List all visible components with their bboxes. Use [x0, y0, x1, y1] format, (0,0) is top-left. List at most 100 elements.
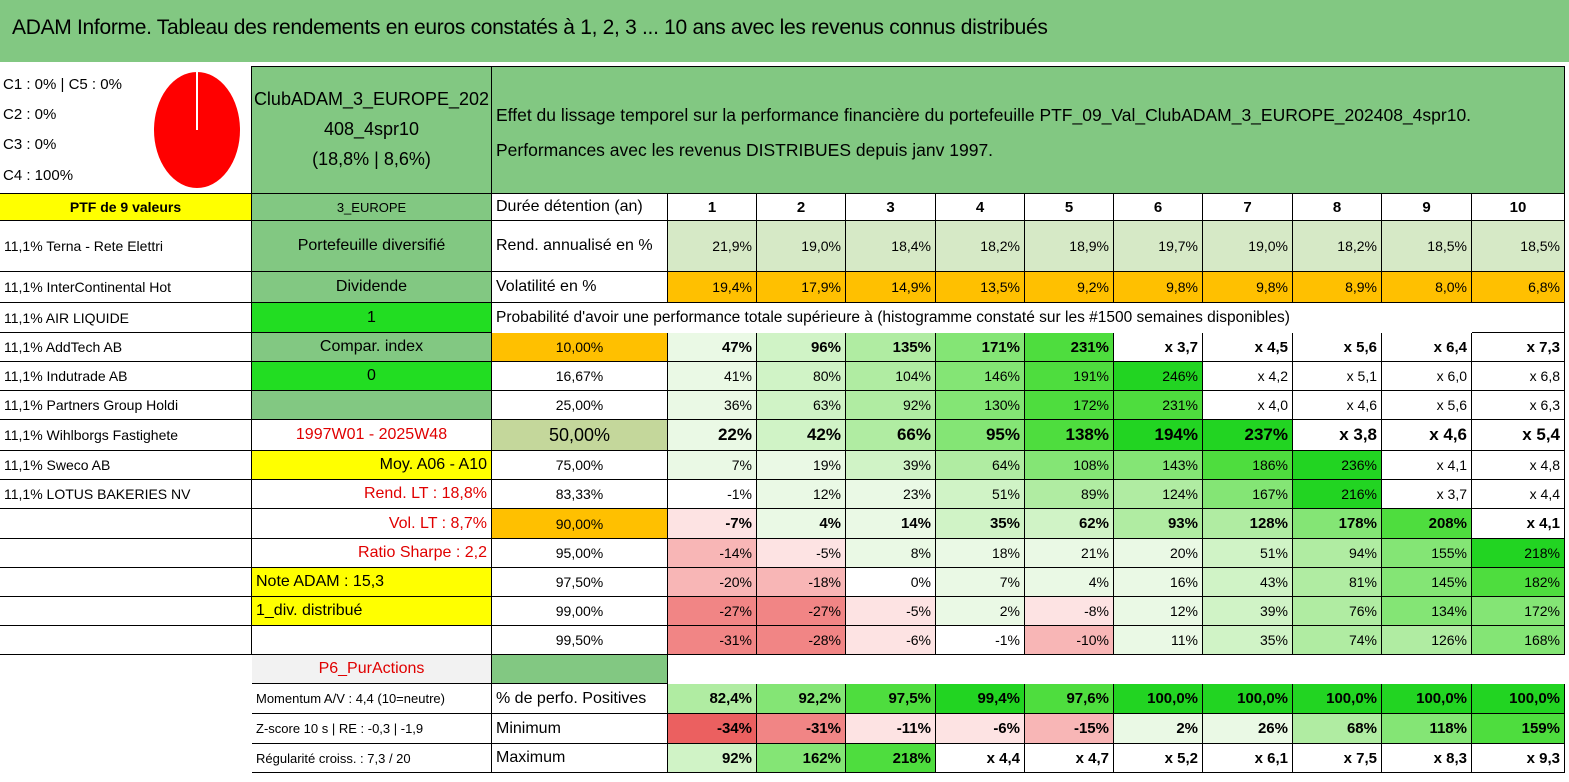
- value-cell: 18,2%: [1293, 221, 1382, 272]
- value-cell: 167%: [1203, 480, 1293, 509]
- value-cell: 47%: [668, 333, 757, 362]
- info-cell: Régularité croiss. : 7,3 / 20: [252, 744, 492, 773]
- label-cell: 10,00%: [492, 333, 668, 362]
- value-cell: x 8,3: [1382, 744, 1472, 773]
- duration-header: 3: [846, 194, 936, 221]
- holding-cell: PTF de 9 valeurs: [0, 194, 252, 221]
- label-cell: % de perfo. Positives: [492, 684, 668, 714]
- value-cell: x 6,1: [1203, 744, 1293, 773]
- value-cell: 81%: [1293, 568, 1382, 597]
- value-cell: 64%: [936, 451, 1025, 480]
- value-cell: 68%: [1293, 714, 1382, 744]
- info-cell: Compar. index: [252, 333, 492, 362]
- value-cell: 92%: [846, 391, 936, 420]
- value-cell: x 4,7: [1025, 744, 1114, 773]
- value-cell: x 4,4: [936, 744, 1025, 773]
- value-cell: 19%: [757, 451, 846, 480]
- value-cell: 39%: [846, 451, 936, 480]
- value-cell: 63%: [757, 391, 846, 420]
- value-cell: 74%: [1293, 626, 1382, 655]
- info-cell: [252, 626, 492, 655]
- info-cell: 0: [252, 362, 492, 391]
- value-cell: -10%: [1025, 626, 1114, 655]
- value-cell: -27%: [757, 597, 846, 626]
- value-cell: 118%: [1382, 714, 1472, 744]
- value-cell: 172%: [1025, 391, 1114, 420]
- value-cell: 135%: [846, 333, 936, 362]
- holding-cell: 11,1% Terna - Rete Elettri: [0, 221, 252, 272]
- holding-cell: [0, 539, 252, 568]
- info-cell: Vol. LT : 8,7%: [252, 509, 492, 539]
- value-cell: 182%: [1472, 568, 1565, 597]
- info-cell: 3_EUROPE: [252, 194, 492, 221]
- value-cell: 17,9%: [757, 272, 846, 303]
- title: ADAM Informe. Tableau des rendements en …: [12, 16, 1048, 39]
- value-cell: 99,4%: [936, 684, 1025, 714]
- duration-header: 7: [1203, 194, 1293, 221]
- holding-cell: [0, 684, 252, 714]
- value-cell: x 4,4: [1472, 480, 1565, 509]
- value-cell: 89%: [1025, 480, 1114, 509]
- value-cell: 8,0%: [1382, 272, 1472, 303]
- label-cell: 99,00%: [492, 597, 668, 626]
- info-cell: 1: [252, 303, 492, 333]
- value-cell: 108%: [1025, 451, 1114, 480]
- label-cell: [492, 655, 668, 684]
- value-cell: 96%: [757, 333, 846, 362]
- value-cell: 9,8%: [1203, 272, 1293, 303]
- value-cell: x 4,1: [1472, 509, 1565, 539]
- allocation-box: C1 : 0% | C5 : 0% C2 : 0% C3 : 0% C4 : 1…: [0, 66, 252, 194]
- info-cell: 1_div. distribué: [252, 597, 492, 626]
- value-cell: 94%: [1293, 539, 1382, 568]
- probability-caption: Probabilité d'avoir une performance tota…: [492, 303, 1472, 333]
- allocation-line: C3 : 0%: [3, 136, 57, 153]
- value-cell: 100,0%: [1114, 684, 1203, 714]
- value-cell: 36%: [668, 391, 757, 420]
- value-cell: x 3,7: [1382, 480, 1472, 509]
- value-cell: 168%: [1472, 626, 1565, 655]
- value-cell: 126%: [1382, 626, 1472, 655]
- value-cell: -14%: [668, 539, 757, 568]
- duration-header: 8: [1293, 194, 1382, 221]
- value-cell: 93%: [1114, 509, 1203, 539]
- value-cell: 18%: [936, 539, 1025, 568]
- value-cell: 162%: [757, 744, 846, 773]
- value-cell: 80%: [757, 362, 846, 391]
- portfolio-line: 408_4spr10: [323, 119, 420, 139]
- duration-header: 1: [668, 194, 757, 221]
- value-cell: 0%: [846, 568, 936, 597]
- value-cell: 9,2%: [1025, 272, 1114, 303]
- value-cell: -6%: [846, 626, 936, 655]
- holding-cell: [0, 714, 252, 744]
- value-cell: 218%: [1472, 539, 1565, 568]
- value-cell: 186%: [1203, 451, 1293, 480]
- value-cell: -5%: [846, 597, 936, 626]
- value-cell: 134%: [1382, 597, 1472, 626]
- label-cell: 90,00%: [492, 509, 668, 539]
- description: Effet du lissage temporel sur la perform…: [496, 98, 1471, 168]
- holding-cell: 11,1% Wihlborgs Fastighete: [0, 420, 252, 451]
- value-cell: 130%: [936, 391, 1025, 420]
- value-cell: -5%: [757, 539, 846, 568]
- value-cell: 43%: [1203, 568, 1293, 597]
- label-cell: 97,50%: [492, 568, 668, 597]
- holding-cell: [0, 568, 252, 597]
- value-cell: x 7,5: [1293, 744, 1382, 773]
- holding-cell: 11,1% LOTUS BAKERIES NV: [0, 480, 252, 509]
- info-cell: Ratio Sharpe : 2,2: [252, 539, 492, 568]
- value-cell: 7%: [668, 451, 757, 480]
- value-cell: 171%: [936, 333, 1025, 362]
- info-cell: [252, 391, 492, 420]
- value-cell: -8%: [1025, 597, 1114, 626]
- info-cell: Z-score 10 s | RE : -0,3 | -1,9: [252, 714, 492, 744]
- holding-cell: [0, 509, 252, 539]
- value-cell: -18%: [757, 568, 846, 597]
- info-cell: Rend. LT : 18,8%: [252, 480, 492, 509]
- value-cell: 236%: [1293, 451, 1382, 480]
- value-cell: 208%: [1382, 509, 1472, 539]
- holding-cell: 11,1% AddTech AB: [0, 333, 252, 362]
- value-cell: 92%: [668, 744, 757, 773]
- value-cell: x 4,5: [1203, 333, 1293, 362]
- title-bar: ADAM Informe. Tableau des rendements en …: [0, 0, 1569, 65]
